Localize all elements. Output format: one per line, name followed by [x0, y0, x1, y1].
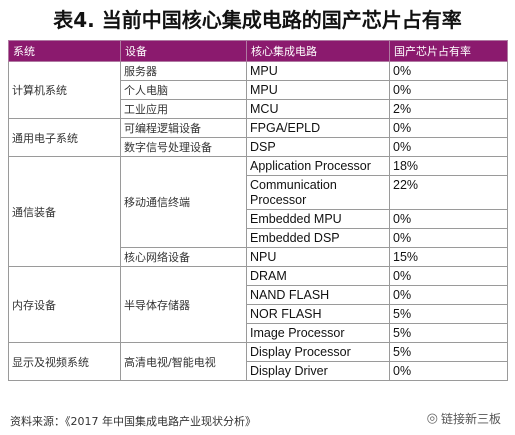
share-cell: 2%: [389, 99, 508, 119]
share-cell: 0%: [389, 228, 508, 248]
table-row: 显示及视频系统 高清电视/智能电视 Display Processor 5%: [8, 342, 508, 381]
device-cell: 高清电视/智能电视: [120, 342, 247, 381]
share-cell: 0%: [389, 61, 508, 81]
share-cell: 15%: [389, 247, 508, 267]
table-header-row: 系统 设备 核心集成电路 国产芯片占有率: [8, 40, 508, 62]
table-title: 表4. 当前中国核心集成电路的国产芯片占有率: [53, 8, 462, 32]
header-system: 系统: [8, 40, 121, 62]
share-cell: 0%: [389, 118, 508, 138]
chip-cell: Embedded DSP: [246, 228, 390, 248]
device-cell: 半导体存储器: [120, 266, 247, 343]
header-device: 设备: [120, 40, 247, 62]
device-cell: 个人电脑: [120, 80, 247, 100]
share-cell: 5%: [389, 323, 508, 343]
device-cell: 工业应用: [120, 99, 247, 119]
share-cell: 0%: [389, 361, 508, 381]
table-row: 内存设备 半导体存储器 DRAM 0%: [8, 266, 508, 343]
chip-cell: DRAM: [246, 266, 390, 286]
chip-cell: MCU: [246, 99, 390, 119]
watermark-text: 链接新三板: [440, 412, 501, 426]
chip-cell: Embedded MPU: [246, 209, 390, 229]
chip-cell: Image Processor: [246, 323, 390, 343]
share-cell: 5%: [389, 342, 508, 362]
table-row: 计算机系统 服务器 MPU 0%: [8, 61, 508, 119]
chip-cell: DSP: [246, 137, 390, 157]
share-cell: 5%: [389, 304, 508, 324]
share-cell: 0%: [389, 137, 508, 157]
chip-cell: NAND FLASH: [246, 285, 390, 305]
chip-cell: Display Driver: [246, 361, 390, 381]
table-row: 通用电子系统 可编程逻辑设备 FPGA/EPLD 0%: [8, 118, 508, 157]
share-cell: 18%: [389, 156, 508, 176]
wechat-icon: ◎: [426, 411, 438, 426]
source-note: 资料来源：《2017 年中国集成电路产业现状分析》: [10, 415, 256, 428]
chip-cell: FPGA/EPLD: [246, 118, 390, 138]
share-cell: 0%: [389, 209, 508, 229]
header-core-ic: 核心集成电路: [246, 40, 390, 62]
share-cell: 22%: [389, 175, 508, 210]
header-domestic-share: 国产芯片占有率: [389, 40, 508, 62]
chip-cell: MPU: [246, 80, 390, 100]
chip-cell: Application Processor: [246, 156, 390, 176]
table-row: Embedded DSP 0%: [9, 228, 508, 248]
chip-cell: Communication Processor: [246, 175, 390, 210]
system-cell: 通用电子系统: [8, 118, 121, 157]
device-cell: 移动通信终端: [120, 156, 247, 248]
table-row: 工业应用 MCU 2%: [9, 99, 508, 119]
table-row: Display Driver 0%: [9, 361, 508, 381]
chip-cell: NPU: [246, 247, 390, 267]
watermark: ◎ 链接新三板: [427, 410, 501, 427]
device-cell: 核心网络设备: [120, 247, 247, 267]
system-cell: 内存设备: [8, 266, 121, 343]
device-cell: 数字信号处理设备: [120, 137, 247, 157]
system-cell: 计算机系统: [8, 61, 121, 119]
chip-cell: NOR FLASH: [246, 304, 390, 324]
table-row: Image Processor 5%: [9, 323, 508, 343]
table-row: 核心网络设备 NPU 15%: [9, 247, 508, 267]
share-cell: 0%: [389, 285, 508, 305]
system-cell: 显示及视频系统: [8, 342, 121, 381]
device-cell: 服务器: [120, 61, 247, 81]
chip-share-table: 系统 设备 核心集成电路 国产芯片占有率 计算机系统 服务器 MPU 0% 个人…: [8, 40, 508, 381]
share-cell: 0%: [389, 266, 508, 286]
table-row: 通信装备 移动通信终端 Application Processor 18%: [8, 156, 508, 267]
system-cell: 通信装备: [8, 156, 121, 267]
chip-cell: MPU: [246, 61, 390, 81]
share-cell: 0%: [389, 80, 508, 100]
chip-cell: Display Processor: [246, 342, 390, 362]
table-row: NAND FLASH 0%: [9, 285, 508, 305]
device-cell: 可编程逻辑设备: [120, 118, 247, 138]
